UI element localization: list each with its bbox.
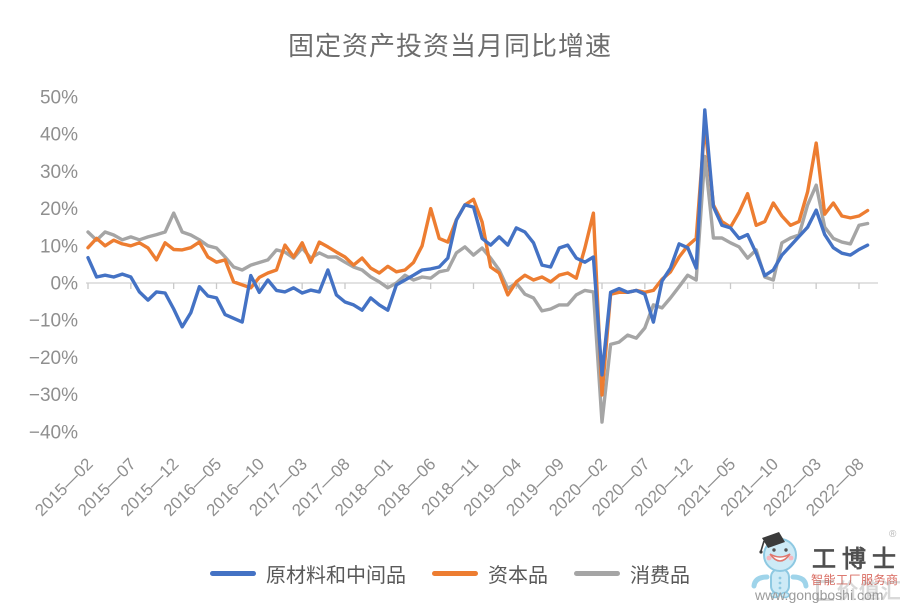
legend-line-swatch-gray	[574, 571, 620, 576]
legend-label: 消费品	[630, 565, 690, 587]
legend-item-capital-goods: 资本品	[432, 559, 548, 588]
series-line-资本品	[86, 123, 870, 397]
legend-item-raw-materials: 原材料和中间品	[210, 559, 406, 588]
brand-url: www.gongboshi.com	[755, 587, 884, 603]
y-axis-label: 30%	[40, 162, 78, 183]
series-line-原材料和中间品	[86, 108, 870, 377]
y-axis-label: −40%	[29, 422, 78, 443]
y-axis-label: 10%	[40, 236, 78, 257]
registered-mark: ®	[889, 529, 897, 540]
legend-item-consumer-goods: 消费品	[574, 559, 690, 588]
legend-label: 原材料和中间品	[266, 565, 406, 587]
y-axis-label: −30%	[29, 385, 78, 406]
mascot-icon	[751, 532, 809, 599]
series-line-消费品	[86, 154, 870, 424]
brand-slogan: 智能工厂服务商	[811, 573, 899, 587]
chart-legend: 原材料和中间品 资本品 消费品	[0, 559, 900, 588]
legend-label: 资本品	[488, 565, 548, 587]
legend-line-swatch-blue	[210, 571, 256, 576]
corner-watermark: 价值汇	[816, 575, 900, 605]
y-axis-label: 20%	[40, 199, 78, 220]
y-axis-label: 40%	[40, 125, 78, 146]
chart-title: 固定资产投资当月同比增速	[287, 31, 612, 61]
y-axis-label: 0%	[51, 274, 79, 295]
line-chart-canvas: 2015—022015—072015—122016—052016—102017—…	[29, 88, 878, 520]
corner-watermark-text: 价值汇	[837, 580, 900, 603]
brand-name: 工博士	[812, 547, 900, 573]
gongboshi-watermark: 工博士 ® 智能工厂服务商 www.gongboshi.com	[750, 529, 900, 605]
corner-watermark-logo-icon	[816, 579, 834, 601]
legend-line-swatch-orange	[432, 571, 478, 576]
y-axis-label: −20%	[29, 348, 78, 369]
y-axis-label: 50%	[40, 88, 78, 109]
y-axis-label: −10%	[29, 311, 78, 332]
